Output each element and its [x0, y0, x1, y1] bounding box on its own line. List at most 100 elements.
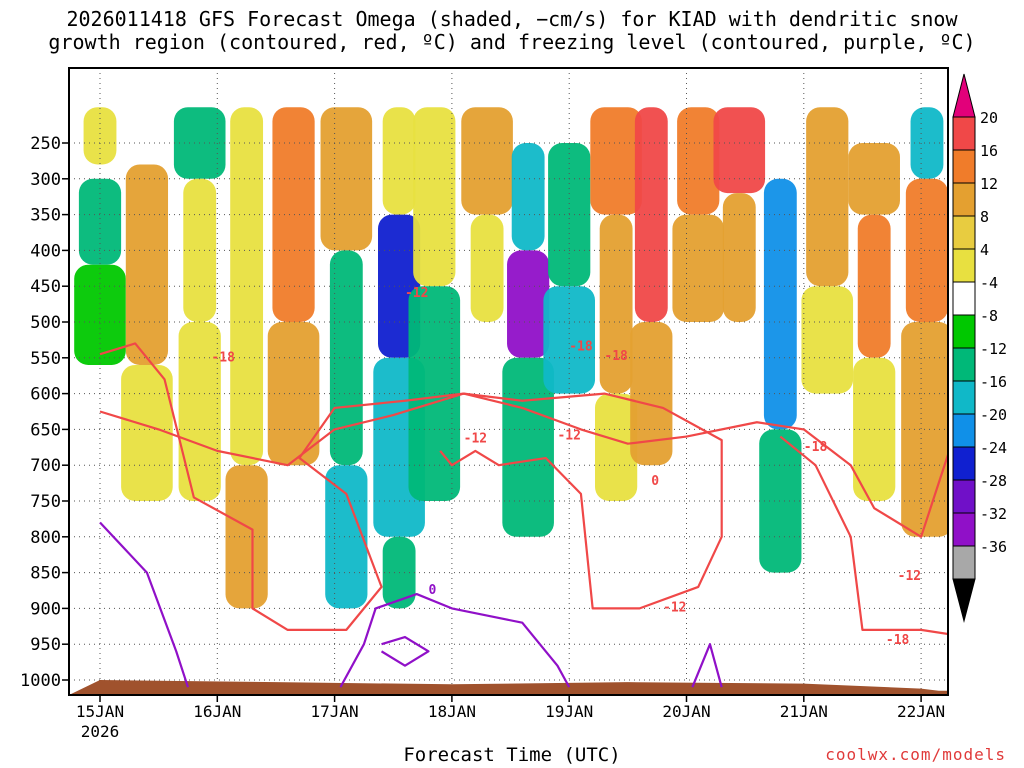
y-tick-label: 450	[30, 277, 61, 297]
x-tick-label: 22JAN	[897, 702, 945, 721]
x-tick-label: 15JAN	[76, 702, 124, 721]
omega-cell	[713, 107, 766, 194]
y-tick-label: 350	[30, 206, 61, 226]
omega-cell	[78, 178, 122, 265]
contour-label: -12	[464, 431, 487, 446]
omega-cell	[630, 322, 673, 466]
x-tick-year: 2026	[81, 722, 120, 741]
y-tick-label: 400	[30, 241, 61, 261]
colorbar-label: 4	[980, 241, 989, 259]
omega-cell	[230, 107, 264, 466]
colorbar-label: 12	[980, 175, 998, 193]
y-tick-label: 950	[30, 635, 61, 655]
colorbar-swatch	[952, 314, 976, 349]
y-tick-label: 800	[30, 528, 61, 548]
contour-label: -18	[569, 340, 593, 355]
x-tick-label: 17JAN	[311, 702, 359, 721]
contour-label: -18	[886, 633, 910, 648]
contours: -18-12-18-12-12-180-12-18-12-18-18-120	[99, 286, 1014, 688]
omega-cell	[806, 107, 849, 287]
y-tick-label: 1000	[20, 671, 61, 691]
omega-cell	[910, 107, 944, 179]
omega-cell	[502, 357, 554, 537]
omega-cell	[595, 393, 638, 501]
contour-label: -12	[898, 569, 921, 584]
y-tick-label: 700	[30, 456, 61, 476]
omega-cell	[763, 178, 797, 430]
title-line-1: 2026011418 GFS Forecast Omega (shaded, −…	[66, 7, 958, 31]
contour-label: 0	[428, 583, 436, 598]
colorbar-label: -32	[980, 505, 1007, 523]
colorbar-swatch	[952, 479, 976, 514]
omega-cell	[905, 178, 948, 322]
x-tick-label: 20JAN	[662, 702, 710, 721]
contour-label: -18	[604, 349, 628, 364]
colorbar-label: -28	[980, 472, 1007, 490]
colorbar-swatch	[952, 347, 976, 382]
omega-cell	[178, 322, 221, 501]
omega-cell	[125, 164, 169, 365]
omega-shading	[74, 107, 948, 609]
colorbar-swatch	[952, 248, 976, 283]
colorbar-top-arrow	[952, 73, 976, 118]
omega-cell	[272, 107, 315, 322]
contour-label: -18	[804, 440, 828, 455]
y-tick-label: 250	[30, 134, 61, 154]
omega-cell	[543, 286, 596, 394]
x-tick-label: 18JAN	[428, 702, 476, 721]
colorbar-swatch	[952, 149, 976, 184]
contour-label: -12	[405, 286, 428, 301]
omega-cell	[470, 214, 504, 322]
colorbar-swatch	[952, 512, 976, 547]
y-tick-label: 600	[30, 385, 61, 405]
colorbar-label: -8	[980, 307, 998, 325]
omega-cell	[83, 107, 117, 165]
y-tick-label: 850	[30, 564, 61, 584]
y-tick-label: 550	[30, 349, 61, 369]
x-tick-label: 21JAN	[780, 702, 828, 721]
dgz-contour	[779, 435, 948, 636]
omega-cell	[590, 107, 642, 215]
contour-label: -12	[663, 600, 686, 615]
y-tick-label: 650	[30, 420, 61, 440]
colorbar-label: -36	[980, 538, 1007, 556]
omega-cell	[225, 465, 268, 609]
colorbar-swatch	[952, 281, 976, 316]
x-tick-label: 16JAN	[193, 702, 241, 721]
contour-label: -12	[991, 573, 1014, 588]
omega-cell	[599, 214, 633, 394]
title-line-2: growth region (contoured, red, ºC) and f…	[48, 30, 976, 54]
omega-cell	[413, 107, 456, 287]
chart-title: 2026011418 GFS Forecast Omega (shaded, −…	[0, 8, 1024, 54]
dgz-contour	[99, 342, 723, 631]
omega-cell	[801, 286, 854, 394]
colorbar: 20 16 12 8 4 -4 -8 -12 -16 -20 -24 -28 -32 -36	[952, 73, 1007, 623]
y-axis: 250 300 350 400 450 500 550 600 650 700 750 800 850 9…	[20, 134, 69, 691]
colorbar-swatch	[952, 446, 976, 481]
x-axis-label: Forecast Time (UTC)	[403, 744, 621, 766]
x-axis: 15JAN 16JAN 17JAN 18JAN 19JAN 20JAN 21JAN 22JAN…	[76, 695, 945, 741]
colorbar-label: -4	[980, 274, 998, 292]
y-tick-label: 300	[30, 170, 61, 190]
colorbar-swatch	[952, 413, 976, 448]
omega-cell	[511, 143, 545, 251]
terrain-area	[69, 680, 948, 695]
y-tick-label: 900	[30, 599, 61, 619]
omega-cell	[759, 429, 802, 573]
omega-cell	[267, 322, 320, 466]
omega-cell	[722, 193, 756, 322]
omega-cell	[677, 107, 720, 215]
colorbar-swatch	[952, 380, 976, 415]
contour-label: -18	[211, 350, 235, 365]
contour-label: 0	[651, 474, 659, 489]
omega-cell	[901, 322, 948, 537]
omega-cell	[74, 264, 126, 365]
y-tick-label: 500	[30, 313, 61, 333]
dgz-contour	[99, 392, 948, 538]
freezing-contour	[339, 592, 571, 688]
freezing-contour	[99, 521, 190, 688]
omega-cell	[382, 107, 416, 215]
credit-link[interactable]: coolwx.com/models	[825, 745, 1006, 764]
omega-cell	[121, 364, 173, 501]
